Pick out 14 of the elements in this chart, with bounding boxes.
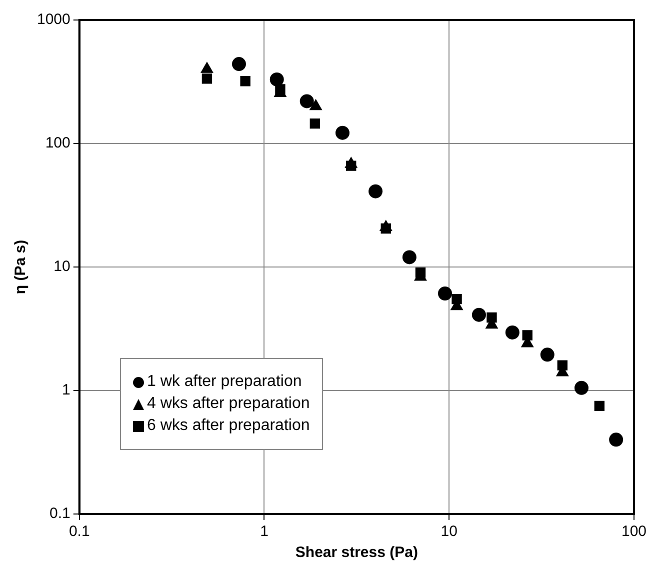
- y-tick-label: 100: [45, 134, 70, 152]
- legend-label: 1 wk after preparation: [147, 373, 302, 391]
- x-tick-label: 0.1: [68, 523, 90, 540]
- y-axis-title: η (Pa s): [12, 240, 30, 294]
- y-tick-label: 1000: [36, 11, 70, 28]
- y-tick-label: 10: [54, 258, 70, 276]
- x-tick-label: 100: [621, 523, 647, 540]
- legend-label: 4 wks after preparation: [147, 395, 310, 413]
- legend-label: 6 wks after preparation: [147, 417, 310, 435]
- y-tick-label: 0.1: [50, 505, 70, 522]
- y-tick-label: 1: [62, 382, 70, 399]
- x-tick-label: 10: [440, 523, 458, 540]
- x-axis-title: Shear stress (Pa): [295, 544, 418, 562]
- x-tick-label: 1: [260, 523, 268, 540]
